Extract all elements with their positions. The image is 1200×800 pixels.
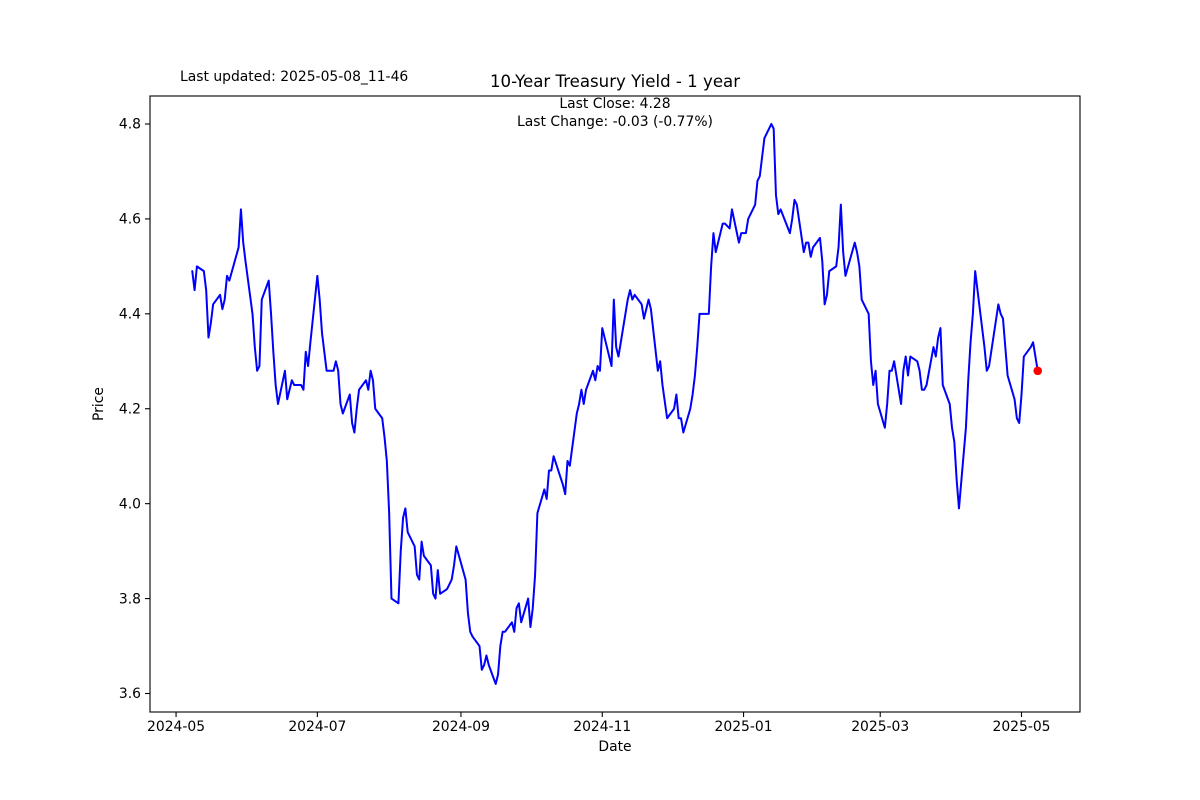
yield-line-series (191, 123, 1039, 685)
plot-border (149, 95, 1081, 713)
last-close-marker (1033, 366, 1043, 376)
y-tick-label: 4.2 (119, 401, 141, 417)
x-tick-label: 2024-11 (573, 719, 631, 735)
last-close-subtitle: Last Close: 4.28 (559, 96, 670, 112)
y-tick-label: 4.4 (119, 307, 141, 323)
y-tick-label: 3.8 (119, 591, 141, 607)
x-tick-label: 2025-01 (715, 719, 773, 735)
x-tick-label: 2024-09 (432, 719, 490, 735)
y-tick-label: 4.6 (119, 212, 141, 228)
x-tick-label: 2024-05 (147, 719, 205, 735)
y-tick-label: 3.6 (119, 686, 141, 702)
chart-title: 10-Year Treasury Yield - 1 year (490, 72, 740, 91)
y-tick-label: 4.8 (119, 117, 141, 133)
last-change-subtitle: Last Change: -0.03 (-0.77%) (517, 114, 713, 130)
y-axis-ticks: 3.6 3.8 4.0 4.2 4.4 4.6 4.8 (119, 117, 150, 702)
x-axis-ticks: 2024-05 2024-07 2024-09 2024-11 2025-01 2025-… (147, 712, 1051, 735)
y-tick-label: 4.0 (119, 496, 141, 512)
x-tick-label: 2024-07 (288, 719, 346, 735)
y-axis-label: Price (91, 387, 107, 421)
x-tick-label: 2025-05 (992, 719, 1050, 735)
x-axis-label: Date (598, 739, 631, 755)
x-tick-label: 2025-03 (851, 719, 909, 735)
last-updated-text: Last updated: 2025-05-08_11-46 (180, 69, 408, 85)
